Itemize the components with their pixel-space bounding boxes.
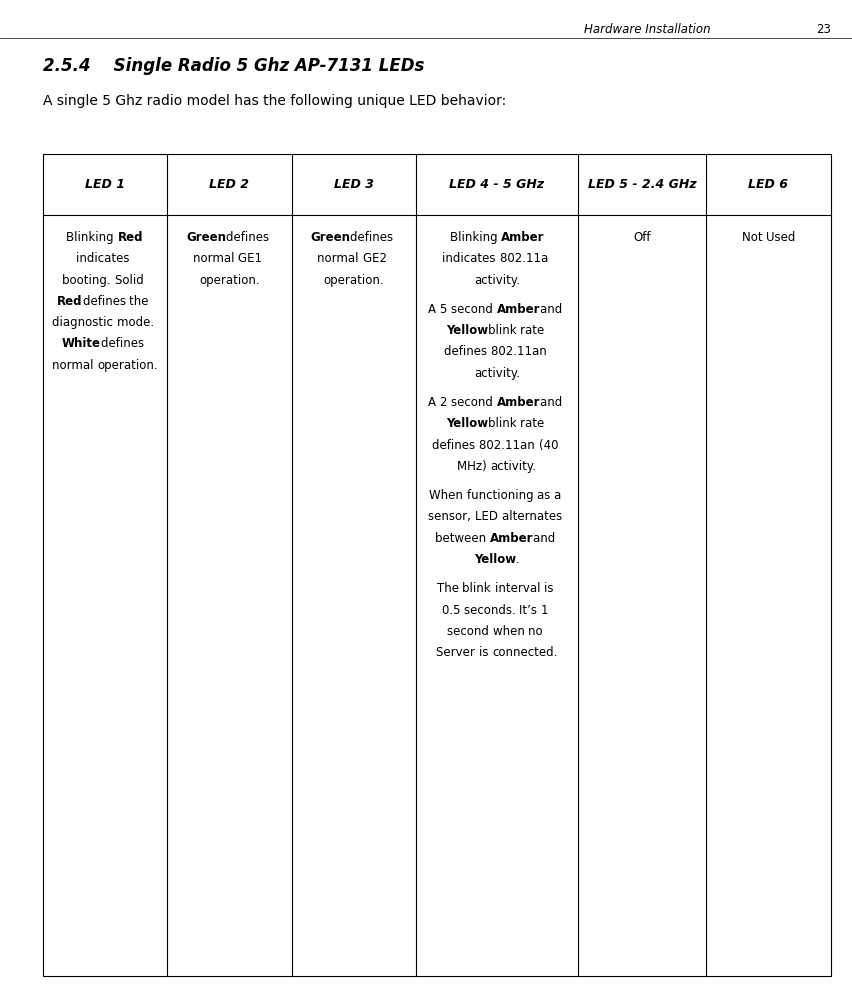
Text: and: and (540, 395, 566, 409)
Text: the: the (130, 295, 153, 308)
Text: Yellow: Yellow (446, 417, 488, 430)
Text: booting.: booting. (62, 274, 115, 286)
Text: 802.11a: 802.11a (499, 253, 551, 266)
Text: Not: Not (741, 231, 766, 244)
Text: activity.: activity. (491, 460, 537, 473)
Text: LED 5 - 2.4 GHz: LED 5 - 2.4 GHz (588, 177, 696, 191)
Bar (43, 154, 831, 976)
Text: White: White (62, 337, 101, 351)
Text: sensor,: sensor, (429, 510, 475, 523)
Text: Hardware Installation: Hardware Installation (584, 23, 711, 36)
Text: Green: Green (186, 231, 226, 244)
Text: is: is (544, 582, 557, 596)
Text: 2.5.4    Single Radio 5 Ghz AP-7131 LEDs: 2.5.4 Single Radio 5 Ghz AP-7131 LEDs (43, 57, 424, 75)
Text: functioning: functioning (467, 489, 537, 502)
Text: Off: Off (633, 231, 651, 244)
Text: Amber: Amber (501, 231, 544, 244)
Text: A: A (428, 303, 440, 316)
Text: indicates: indicates (442, 253, 499, 266)
Text: MHz): MHz) (458, 460, 491, 473)
Text: when: when (492, 624, 528, 638)
Text: blink: blink (463, 582, 495, 596)
Text: 802.11an: 802.11an (479, 438, 538, 452)
Text: indicates: indicates (76, 253, 134, 266)
Text: defines: defines (432, 438, 479, 452)
Text: normal: normal (318, 253, 363, 266)
Text: (40: (40 (538, 438, 561, 452)
Text: 2: 2 (440, 395, 451, 409)
Text: Amber: Amber (497, 395, 540, 409)
Text: Server: Server (436, 646, 479, 659)
Text: 23: 23 (816, 23, 831, 36)
Text: LED 4 - 5 GHz: LED 4 - 5 GHz (449, 177, 544, 191)
Text: blink: blink (488, 417, 521, 430)
Text: 5: 5 (440, 303, 451, 316)
Text: activity.: activity. (474, 367, 520, 380)
Text: second: second (451, 395, 497, 409)
Text: It’s: It’s (520, 604, 541, 616)
Text: rate: rate (521, 324, 548, 337)
Text: LED 1: LED 1 (85, 177, 125, 191)
Text: LED 6: LED 6 (748, 177, 788, 191)
Text: activity.: activity. (474, 274, 520, 286)
Text: GE2: GE2 (363, 253, 390, 266)
Text: defines: defines (350, 231, 397, 244)
Text: defines: defines (83, 295, 130, 308)
Text: 802.11an: 802.11an (491, 345, 550, 359)
Text: rate: rate (521, 417, 548, 430)
Text: Red: Red (57, 295, 83, 308)
Text: diagnostic: diagnostic (52, 316, 117, 329)
Text: A single 5 Ghz radio model has the following unique LED behavior:: A single 5 Ghz radio model has the follo… (43, 94, 506, 108)
Text: The: The (436, 582, 463, 596)
Text: When: When (429, 489, 467, 502)
Text: Yellow: Yellow (446, 324, 488, 337)
Text: Red: Red (118, 231, 143, 244)
Text: Blinking: Blinking (66, 231, 118, 244)
Text: Amber: Amber (497, 303, 540, 316)
Text: operation.: operation. (324, 274, 384, 286)
Text: .: . (516, 553, 520, 566)
Text: 0.5: 0.5 (441, 604, 463, 616)
Text: operation.: operation. (97, 359, 158, 372)
Text: Used: Used (766, 231, 795, 244)
Text: GE1: GE1 (238, 253, 266, 266)
Text: LED 2: LED 2 (210, 177, 250, 191)
Text: Green: Green (310, 231, 350, 244)
Text: as: as (537, 489, 554, 502)
Text: alternates: alternates (502, 510, 566, 523)
Text: and: and (540, 303, 566, 316)
Text: operation.: operation. (199, 274, 260, 286)
Text: normal: normal (193, 253, 238, 266)
Text: Solid: Solid (115, 274, 147, 286)
Text: second: second (451, 303, 497, 316)
Text: and: and (533, 531, 559, 545)
Text: LED 3: LED 3 (334, 177, 374, 191)
Text: between: between (435, 531, 490, 545)
Text: LED: LED (475, 510, 502, 523)
Text: blink: blink (488, 324, 521, 337)
Text: A: A (428, 395, 440, 409)
Text: second: second (447, 624, 492, 638)
Text: a: a (554, 489, 565, 502)
Text: defines: defines (444, 345, 491, 359)
Text: seconds.: seconds. (463, 604, 520, 616)
Text: is: is (479, 646, 492, 659)
Text: normal: normal (52, 359, 97, 372)
Text: connected.: connected. (492, 646, 557, 659)
Text: defines: defines (101, 337, 147, 351)
Text: Yellow: Yellow (474, 553, 516, 566)
Text: Blinking: Blinking (450, 231, 501, 244)
Text: interval: interval (495, 582, 544, 596)
Text: no: no (528, 624, 547, 638)
Text: 1: 1 (541, 604, 552, 616)
Text: mode.: mode. (117, 316, 158, 329)
Text: defines: defines (226, 231, 273, 244)
Text: Amber: Amber (490, 531, 533, 545)
